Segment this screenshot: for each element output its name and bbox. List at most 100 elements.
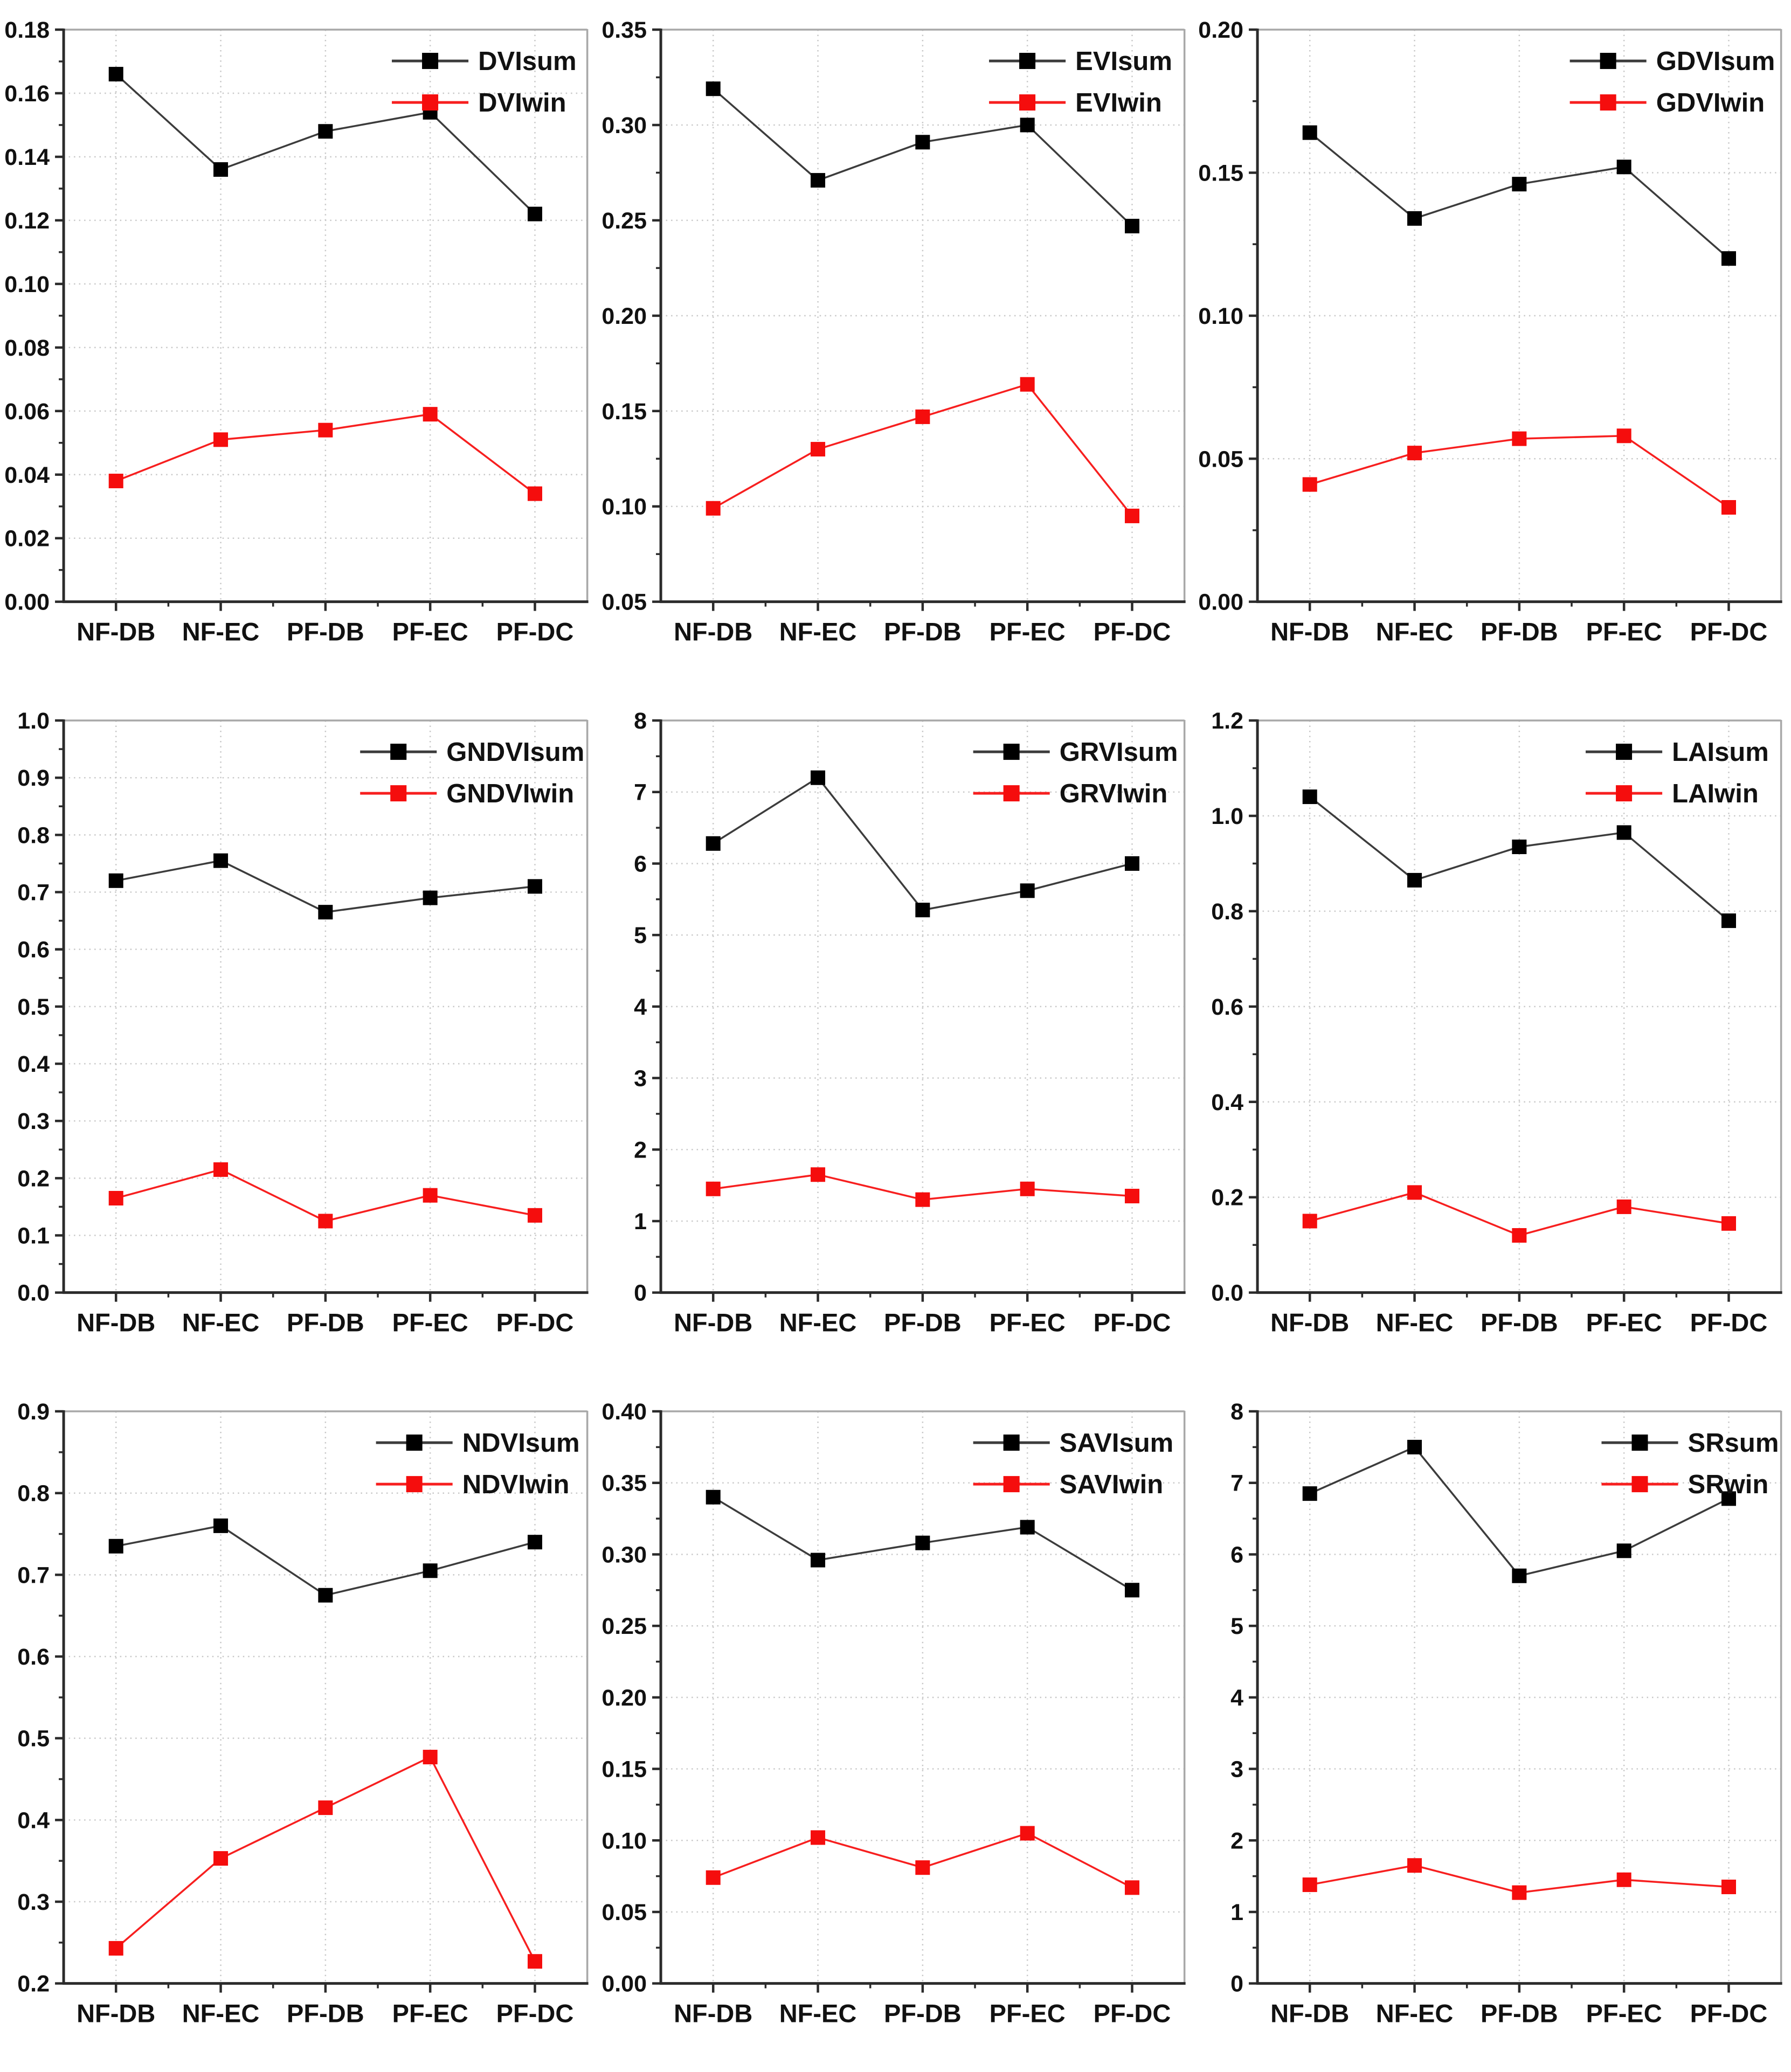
series-dvisum	[108, 67, 542, 221]
legend-item-laisum: LAIsum	[1586, 738, 1769, 767]
y-tick-label: 1.0	[1212, 803, 1244, 829]
x-axis-ticks: NF-DB NF-EC PF-DB PF-EC PF-DC	[674, 1983, 1171, 2027]
legend-label: GDVIwin	[1656, 88, 1765, 117]
laiwin-marker	[1721, 1216, 1737, 1231]
series-ndvisum	[108, 1518, 542, 1603]
y-tick-label: 0.0	[1212, 1280, 1244, 1306]
chart-ndvi: 0.2 0.3 0.4 0.5 0.6 0.7 0.8 0.9 NF-DB NF-EC PF-DB P…	[0, 1381, 597, 2072]
legend-item-gndvisum: GNDVIsum	[360, 738, 584, 767]
legend: LAIsum LAIwin	[1586, 738, 1769, 808]
y-tick-label: 0.25	[601, 208, 647, 234]
ndviwin-line	[115, 1755, 536, 1962]
series-laisum	[1303, 789, 1737, 928]
grviwin-marker	[1020, 1181, 1035, 1196]
series-gdviwin	[1303, 428, 1737, 515]
y-tick-label: 5	[1230, 1613, 1243, 1639]
chart-svg-dvi: 0.00 0.02 0.04 0.06 0.08 0.10 0.12 0.14 0.16 0.18…	[4, 17, 589, 646]
x-category-label: PF-EC	[392, 618, 468, 646]
y-tick-label: 1.2	[1212, 708, 1244, 734]
y-tick-label: 0.00	[4, 590, 50, 615]
dviwin-marker	[423, 407, 438, 422]
legend-marker-sample	[1003, 1475, 1020, 1492]
srwin-marker	[1303, 1877, 1318, 1892]
legend-marker-sample	[422, 94, 439, 111]
y-tick-label: 0.5	[17, 1725, 50, 1751]
dviwin-marker	[213, 432, 229, 447]
x-category-label: PF-EC	[1586, 618, 1662, 646]
x-category-label: NF-DB	[674, 618, 752, 646]
legend: GNDVIsum GNDVIwin	[360, 738, 584, 808]
y-tick-label: 0.2	[1212, 1185, 1244, 1211]
legend-item-grviwin: GRVIwin	[973, 779, 1167, 808]
y-tick-label: 0.30	[601, 113, 647, 138]
legend-marker-sample	[422, 53, 439, 70]
x-category-label: NF-DB	[77, 1308, 155, 1336]
series-eviwin	[706, 377, 1139, 523]
srsum-marker	[1303, 1486, 1318, 1501]
evisum-marker	[1020, 117, 1035, 133]
eviwin-marker	[1124, 508, 1139, 523]
y-tick-label: 0.10	[1199, 303, 1244, 329]
gndviwin-marker	[423, 1188, 438, 1203]
y-tick-label: 0.10	[601, 1828, 647, 1854]
chart-savi: 0.00 0.05 0.10 0.15 0.20 0.25 0.30 0.35 0.40 NF-D…	[597, 1381, 1194, 2072]
legend-item-saviwin: SAVIwin	[973, 1470, 1163, 1499]
y-tick-label: 3	[1230, 1756, 1243, 1782]
ndvisum-marker	[108, 1539, 123, 1554]
legend-marker-sample	[1003, 785, 1020, 801]
plot-frame	[659, 1410, 1186, 1985]
legend-item-gndviwin: GNDVIwin	[360, 779, 574, 808]
chart-svg-gndvi: 0.00.10.20.30.40.50.60.70.80.91.0NF-DB NF…	[17, 708, 589, 1336]
legend-item-eviwin: EVIwin	[988, 88, 1161, 117]
chart-lai: 0.0 0.2 0.4 0.6 0.8 1.0 1.2 NF-DB NF-EC PF-DB PF-E…	[1194, 690, 1791, 1382]
legend-label: LAIsum	[1672, 738, 1769, 767]
x-category-label: NF-EC	[779, 1308, 856, 1336]
y-tick-label: 0.16	[4, 81, 50, 107]
saviwin-marker	[706, 1870, 721, 1885]
legend-item-dvisum: DVIsum	[392, 47, 577, 76]
y-axis-ticks: 0.00 0.05 0.10 0.15 0.20	[1199, 17, 1258, 615]
y-axis-ticks: 0.0 0.1 0.2 0.3 0.4 0.5 0.6 0.7 0.8 0.9 1.0	[17, 708, 64, 1306]
srwin-marker	[1512, 1885, 1527, 1900]
y-tick-label: 0	[634, 1280, 647, 1306]
chart-svg-lai: 0.0 0.2 0.4 0.6 0.8 1.0 1.2 NF-DB NF-EC PF-DB PF-E…	[1212, 708, 1782, 1336]
gdviwin-marker	[1303, 477, 1318, 492]
grviwin-marker	[810, 1167, 825, 1182]
chart-gdvi: 0.00 0.05 0.10 0.15 0.20 NF-DB NF-EC PF-DB PF-EC…	[1194, 0, 1791, 691]
dvisum-marker	[527, 206, 542, 221]
series-gdvisum	[1303, 125, 1737, 266]
x-category-label: PF-DC	[1093, 1308, 1171, 1336]
x-category-label: PF-EC	[1586, 1999, 1662, 2027]
x-category-label: PF-DC	[1690, 618, 1768, 646]
y-tick-label: 0.6	[17, 1644, 50, 1670]
grvisum-marker	[915, 902, 930, 917]
y-tick-label: 0.0	[17, 1280, 50, 1306]
laiwin-marker	[1303, 1214, 1318, 1229]
ndvisum-marker	[213, 1518, 229, 1533]
y-tick-label: 0.6	[1212, 994, 1244, 1020]
ndvisum-marker	[318, 1588, 333, 1603]
x-category-label: PF-DC	[1093, 1999, 1171, 2027]
x-axis-ticks: NF-DB NF-EC PF-DB PF-EC PF-DC	[1270, 601, 1768, 646]
y-axis-ticks: 0 1 2 3 4 5 6 7 8	[634, 708, 661, 1306]
x-category-label: NF-EC	[779, 618, 856, 646]
x-axis-ticks: NF-DB NF-EC PF-DB PF-EC PF-DC	[77, 601, 573, 646]
chart-sr: 0 1 2 3 4 5 6 7 8 NF-DB NF-EC PF-DB PF-EC PF-DC SRsum S…	[1194, 1381, 1791, 2072]
savisum-marker	[706, 1489, 721, 1505]
ndvisum-marker	[527, 1534, 542, 1549]
x-axis-ticks: NF-DB NF-EC PF-DB PF-EC PF-DC	[77, 1983, 573, 2027]
x-category-label: PF-EC	[989, 1999, 1065, 2027]
gndviwin-marker	[527, 1208, 542, 1223]
x-category-label: PF-DB	[1481, 618, 1558, 646]
gndvisum-line	[115, 860, 535, 913]
srsum-line	[1309, 1445, 1730, 1577]
legend-item-gdviwin: GDVIwin	[1569, 88, 1765, 117]
legend-item-evisum: EVIsum	[988, 47, 1172, 76]
chart-evi: 0.05 0.10 0.15 0.20 0.25 0.30 0.35 NF-DB NF-EC PF…	[597, 0, 1194, 691]
y-tick-label: 8	[1230, 1399, 1243, 1425]
ndviwin-marker	[108, 1941, 123, 1956]
series-gndviwin	[108, 1162, 542, 1229]
y-tick-label: 0.9	[17, 1399, 50, 1425]
y-tick-label: 0.1	[17, 1223, 50, 1249]
